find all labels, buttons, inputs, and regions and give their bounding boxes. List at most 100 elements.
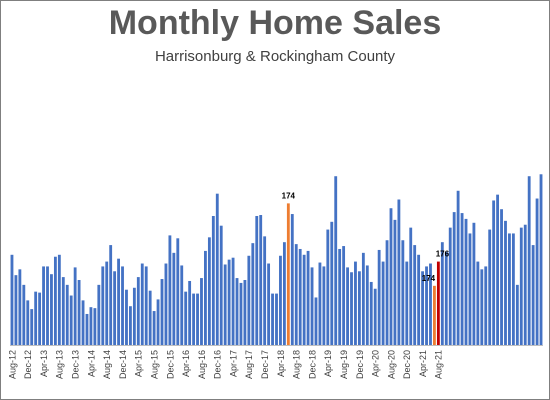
x-tick-label-2: Apr-13	[39, 350, 49, 377]
bar-62	[255, 215, 259, 345]
bar-19	[85, 313, 89, 345]
bar-47	[196, 293, 199, 345]
bar-87	[354, 261, 357, 345]
bar-96	[389, 208, 393, 345]
bar-16	[73, 267, 77, 345]
bar-11	[53, 256, 57, 345]
x-tick-label-24: Aug-20	[386, 350, 396, 379]
bar-5	[30, 309, 34, 345]
bar-41	[172, 252, 176, 345]
bar-88	[357, 271, 361, 345]
x-tick-label-18: Aug-18	[292, 350, 302, 379]
x-tick-label-26: Apr-21	[418, 350, 428, 377]
x-tick-label-16: Dec-17	[260, 350, 270, 379]
bar-70	[286, 203, 290, 345]
bar-30	[129, 306, 132, 345]
bar-115	[464, 218, 468, 345]
bar-125	[504, 220, 507, 345]
bar-128	[515, 284, 519, 345]
bar-32	[136, 277, 140, 345]
bar-10	[50, 274, 53, 345]
bar-86	[350, 272, 353, 345]
bar-55	[227, 259, 231, 345]
bar-82	[334, 176, 338, 345]
bars-group	[10, 174, 543, 345]
bar-39	[164, 263, 168, 345]
bar-116	[468, 233, 472, 345]
bar-85	[346, 267, 349, 345]
chart-subtitle: Harrisonburg & Rockingham County	[154, 48, 396, 65]
bar-97	[393, 219, 397, 345]
bar-67	[275, 293, 278, 345]
x-tick-label-9: Aug-15	[149, 350, 159, 379]
bar-51	[211, 215, 215, 345]
x-tick-label-7: Dec-14	[118, 350, 128, 379]
bar-81	[330, 221, 334, 345]
bar-117	[472, 222, 476, 345]
bar-84	[342, 246, 346, 345]
bar-13	[61, 277, 65, 345]
bar-113	[456, 190, 460, 345]
bar-103	[417, 254, 421, 345]
bar-42	[176, 238, 180, 345]
bar-50	[207, 237, 211, 345]
bar-105	[425, 266, 428, 345]
bar-120	[484, 266, 488, 345]
bar-78	[318, 262, 322, 345]
bar-80	[326, 229, 330, 345]
bar-1	[14, 275, 18, 345]
data-label-108: 176	[436, 250, 450, 259]
bar-61	[251, 243, 255, 345]
bar-133	[535, 198, 539, 345]
bar-123	[496, 194, 500, 345]
bar-93	[377, 249, 381, 345]
bar-8	[42, 266, 45, 345]
bar-73	[298, 248, 302, 345]
bar-21	[93, 308, 97, 345]
bar-79	[322, 266, 326, 345]
bar-76	[310, 267, 314, 345]
bar-12	[57, 254, 61, 345]
bar-54	[223, 264, 227, 345]
bar-104	[421, 271, 424, 345]
bar-37	[156, 299, 160, 345]
bar-33	[140, 263, 144, 345]
bar-119	[480, 269, 484, 345]
x-tick-label-20: Apr-19	[323, 350, 333, 377]
bar-126	[508, 233, 511, 345]
bar-108	[436, 261, 440, 345]
bar-127	[511, 233, 515, 345]
x-tick-label-21: Aug-19	[339, 350, 349, 379]
x-tick-label-10: Dec-15	[165, 350, 175, 379]
x-tick-label-19: Dec-18	[307, 350, 317, 379]
bar-0	[10, 254, 14, 345]
bar-49	[204, 250, 207, 345]
bar-45	[188, 280, 192, 345]
x-tick-label-17: Apr-18	[276, 350, 286, 377]
x-tick-label-25: Dec-20	[402, 350, 412, 379]
bar-14	[65, 284, 69, 345]
bar-95	[385, 240, 389, 345]
bar-9	[46, 266, 49, 345]
bar-18	[81, 300, 85, 345]
bar-23	[101, 266, 105, 345]
x-tick-label-6: Aug-14	[102, 350, 112, 379]
x-tick-label-11: Apr-16	[181, 350, 191, 377]
bar-94	[381, 261, 385, 345]
bar-15	[69, 295, 73, 345]
bar-69	[282, 242, 286, 345]
x-tick-label-8: Apr-15	[134, 350, 144, 377]
data-label-70: 174	[282, 191, 296, 200]
data-label-107: 174	[422, 274, 436, 283]
bar-40	[168, 235, 172, 345]
bar-28	[121, 266, 124, 345]
bar-4	[26, 300, 30, 345]
x-tick-label-5: Apr-14	[86, 350, 96, 377]
bar-65	[267, 263, 271, 345]
bar-111	[448, 227, 452, 345]
bar-60	[247, 255, 251, 345]
bar-35	[148, 290, 152, 345]
bar-2	[18, 269, 22, 345]
chart-title: Monthly Home Sales	[108, 4, 442, 42]
